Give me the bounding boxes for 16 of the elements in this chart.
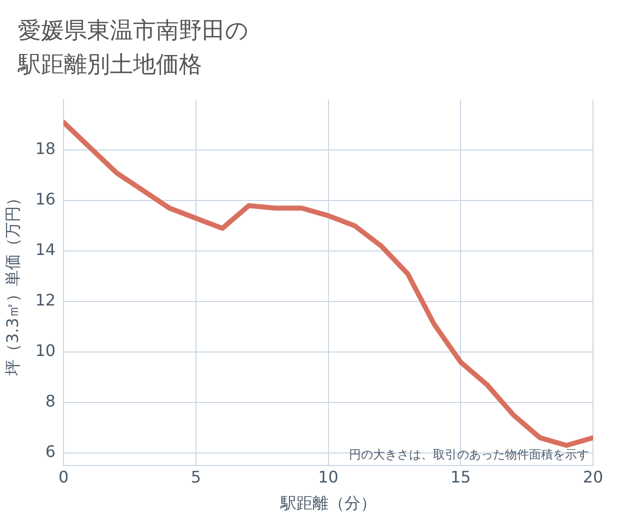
x-tick-label: 5 [190, 467, 202, 486]
chart-title: 愛媛県東温市南野田の駅距離別土地価格 [18, 17, 250, 80]
x-tick-label: 20 [582, 467, 604, 486]
annotation: 円の大きさは、取引のあった物件面積を示す [349, 448, 589, 462]
y-tick-label: 10 [35, 341, 56, 360]
y-tick-label: 6 [45, 442, 56, 462]
x-tick-label: 10 [318, 467, 338, 486]
x-tick-label: 15 [450, 467, 471, 486]
y-axis-title: 坪（3.3㎡）単価（万円） [2, 190, 22, 376]
y-tick-label: 12 [35, 290, 56, 310]
y-tick-label: 14 [35, 240, 56, 260]
x-axis-title: 駅距離（分） [279, 494, 376, 513]
y-tick-label: 16 [35, 190, 56, 209]
y-tick-label: 18 [35, 139, 56, 158]
y-tick-label: 8 [45, 392, 56, 411]
x-tick-label: 0 [58, 467, 69, 486]
